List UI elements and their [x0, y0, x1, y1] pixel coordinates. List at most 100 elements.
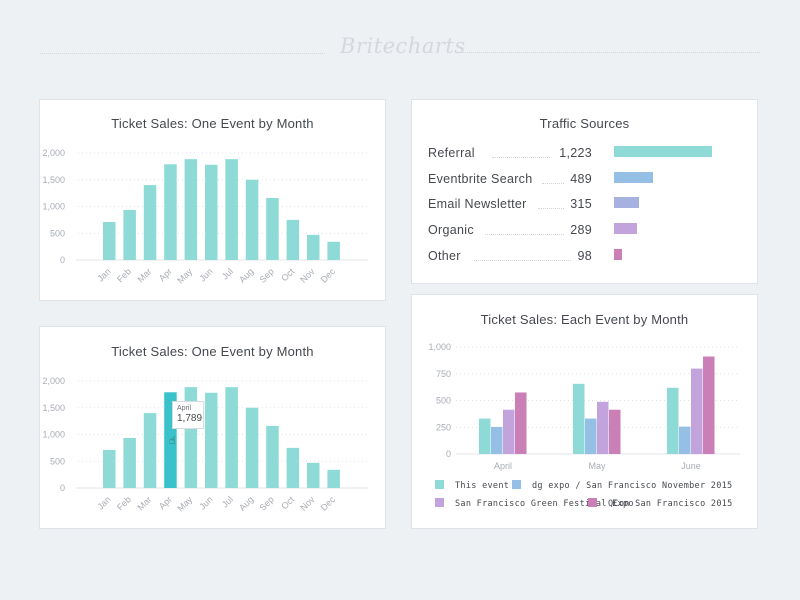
traffic-source-label: Eventbrite Search — [428, 172, 533, 186]
x-tick-label: Dec — [319, 494, 338, 513]
tooltip-value: 1,789 — [177, 413, 203, 424]
chart-card-each-event: Ticket Sales: Each Event by Month 0 250 50… — [411, 294, 758, 529]
pointer-hand-icon: ☝ — [169, 435, 176, 447]
y-tick-label: 750 — [436, 369, 451, 379]
y-tick-label: 0 — [60, 483, 65, 493]
y-tick-label: 0 — [446, 449, 451, 459]
bar-may-series-0[interactable] — [573, 383, 585, 454]
bar-may-series-1[interactable] — [585, 418, 597, 454]
x-tick-label: Apr — [157, 266, 174, 283]
legend-label: dg expo / San Francisco November 2015 — [532, 481, 733, 491]
leader-dots — [492, 157, 550, 158]
traffic-source-label: Referral — [428, 146, 475, 160]
legend-swatch — [435, 498, 444, 507]
bar-jun[interactable] — [205, 164, 218, 260]
traffic-source-value: 289 — [570, 223, 592, 237]
x-tick-label: May — [175, 266, 194, 285]
bar-april-series-3[interactable] — [515, 392, 527, 454]
bar-june-series-0[interactable] — [667, 387, 679, 454]
x-tick-label: Feb — [115, 266, 133, 284]
bar-nov[interactable] — [307, 234, 320, 260]
britecharts-logo: Britecharts — [340, 34, 466, 58]
chart-title: Traffic Sources — [539, 116, 630, 131]
y-tick-label: 1,000 — [42, 202, 65, 212]
legend-item[interactable]: This event — [435, 480, 509, 491]
x-tick-label: Aug — [237, 266, 255, 284]
traffic-source-label: Organic — [428, 223, 474, 237]
bar-dec[interactable] — [327, 469, 340, 488]
legend-label: QCon San Francisco 2015 — [608, 499, 733, 509]
bar-jan[interactable] — [103, 222, 116, 260]
legend-swatch — [588, 498, 597, 507]
x-tick-label: Jun — [197, 494, 214, 511]
chart-card-one-event: Ticket Sales: One Event by Month 0 500 1,0… — [39, 99, 386, 301]
traffic-source-value: 98 — [577, 249, 592, 263]
x-tick-label: Jul — [220, 266, 235, 281]
chart-tooltip: April 1,789 — [172, 401, 204, 429]
grouped-bar-chart: 0 250 500 750 1,000 April May June — [428, 342, 740, 471]
bar-aug[interactable] — [245, 179, 259, 260]
traffic-bar-organic[interactable] — [614, 223, 638, 234]
bar-april-series-2[interactable] — [503, 409, 515, 454]
bar-apr[interactable] — [164, 164, 177, 260]
traffic-source-label: Other — [428, 249, 461, 263]
bar-oct[interactable] — [286, 219, 300, 260]
x-tick-label: Jan — [95, 494, 112, 511]
x-tick-label: Aug — [237, 494, 255, 512]
bar-april-series-0[interactable] — [479, 418, 491, 454]
bar-mar[interactable] — [143, 185, 157, 260]
bar-feb[interactable] — [123, 437, 136, 488]
y-tick-label: 500 — [436, 396, 451, 406]
traffic-source-value: 489 — [570, 172, 592, 186]
traffic-source-value: 315 — [570, 197, 592, 211]
bar-may-series-2[interactable] — [597, 401, 609, 454]
y-tick-label: 1,500 — [42, 175, 65, 185]
y-tick-label: 2,000 — [42, 148, 65, 158]
header-rule-right — [455, 52, 760, 53]
x-tick-label: Feb — [115, 494, 133, 512]
legend-item[interactable]: San Francisco Green Festival Expo — [435, 498, 634, 509]
bar-jan[interactable] — [103, 450, 116, 488]
bar-june-series-3[interactable] — [703, 356, 715, 454]
y-tick-label: 500 — [50, 228, 65, 238]
traffic-bar-email-newsletter[interactable] — [614, 197, 640, 208]
bar-may[interactable] — [184, 159, 198, 260]
bar-aug[interactable] — [245, 407, 259, 488]
traffic-bar-other[interactable] — [614, 249, 622, 260]
legend-item[interactable]: dg expo / San Francisco November 2015 — [512, 480, 732, 491]
bar-sep[interactable] — [266, 425, 279, 488]
traffic-source-value: 1,223 — [559, 146, 592, 160]
x-tick-label: Apr — [157, 494, 174, 511]
chart-title: Ticket Sales: One Event by Month — [111, 116, 314, 131]
bar-mar[interactable] — [143, 413, 157, 488]
traffic-bar-referral[interactable] — [614, 146, 712, 157]
x-tick-label: June — [681, 461, 701, 471]
x-tick-label: Mar — [135, 494, 153, 512]
chart-title: Ticket Sales: One Event by Month — [111, 344, 314, 359]
bar-dec[interactable] — [327, 241, 340, 260]
legend-item[interactable]: QCon San Francisco 2015 — [588, 498, 733, 509]
bar-jul[interactable] — [225, 387, 238, 488]
legend-label: This event — [455, 481, 510, 491]
bar-nov[interactable] — [307, 462, 320, 488]
x-tick-label: May — [588, 461, 606, 471]
bar-may-series-3[interactable] — [609, 409, 621, 454]
x-tick-label: May — [175, 494, 194, 513]
bar-sep[interactable] — [266, 197, 279, 260]
traffic-source-label: Email Newsletter — [428, 197, 527, 211]
bar-june-series-2[interactable] — [691, 368, 703, 454]
bar-feb[interactable] — [123, 209, 136, 260]
y-tick-label: 500 — [50, 456, 65, 466]
traffic-bar-eventbrite-search[interactable] — [614, 172, 654, 183]
bar-jun[interactable] — [205, 392, 218, 488]
x-tick-label: Oct — [279, 494, 296, 511]
x-tick-label: April — [494, 461, 512, 471]
y-tick-label: 1,500 — [42, 403, 65, 413]
bar-jul[interactable] — [225, 159, 238, 260]
legend-swatch — [435, 480, 444, 489]
bar-june-series-1[interactable] — [679, 426, 691, 454]
y-tick-label: 250 — [436, 422, 451, 432]
leader-dots — [474, 260, 572, 261]
bar-oct[interactable] — [286, 447, 300, 488]
bar-april-series-1[interactable] — [491, 426, 503, 454]
